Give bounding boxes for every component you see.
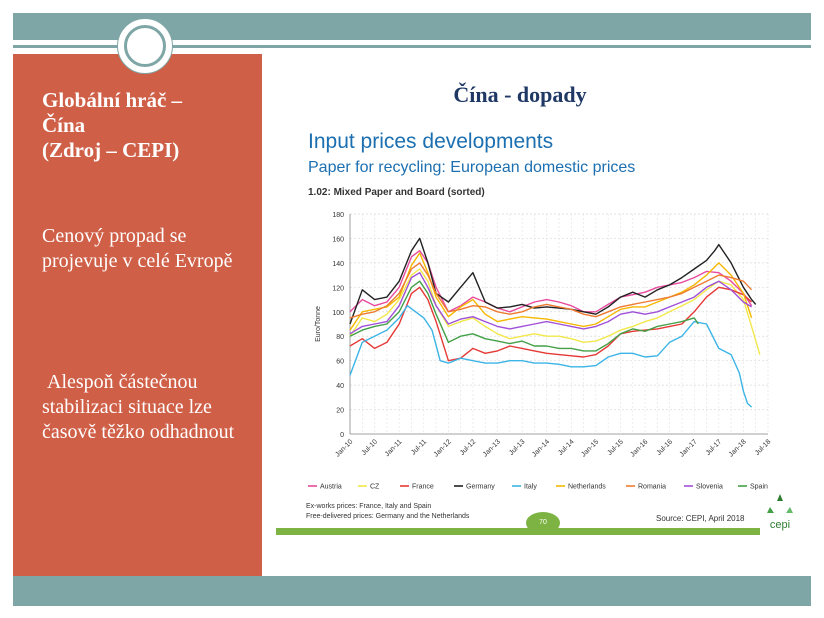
x-tick-label: Jul-15: [606, 438, 625, 457]
footnote-2: Free-delivered prices: Germany and the N…: [306, 513, 470, 520]
series-line-spain: [349, 280, 699, 352]
decor-circle: [117, 18, 173, 74]
y-tick-label: 20: [336, 408, 344, 415]
series-line-germany: [349, 237, 757, 325]
cepi-logo-triangle-top: [777, 494, 783, 501]
top-decor-line: [13, 45, 811, 48]
cepi-logo-triangle-left: [767, 507, 774, 513]
x-tick-label: Jan-18: [728, 438, 748, 458]
series-line-netherlands: [349, 252, 753, 331]
y-tick-label: 40: [336, 383, 344, 390]
figure-green-bar: [276, 528, 760, 535]
chart-title: 1.02: Mixed Paper and Board (sorted): [308, 187, 485, 198]
x-tick-label: Jul-16: [656, 438, 675, 457]
chart-figure: Input prices developments Paper for recy…: [276, 124, 793, 538]
line-chart: 0 20 40 60 80 100 120 140 160 180 Euro/Tonne Jan-10…: [308, 212, 773, 491]
y-axis-label: Euro/Tonne: [315, 306, 322, 342]
side-panel: [13, 54, 262, 576]
legend-label-germany: Germany: [466, 484, 495, 491]
series-line-slovenia: [349, 272, 752, 335]
figure-subheading: Paper for recycling: European domestic p…: [308, 159, 636, 176]
figure-heading: Input prices developments: [308, 130, 554, 153]
cepi-logo: cepi: [767, 494, 793, 531]
series-line-cz: [349, 268, 761, 355]
x-tick-label: Jul-10: [361, 438, 380, 457]
legend-label-romania: Romania: [638, 484, 666, 491]
x-tick-label: Jul-18: [754, 438, 773, 457]
side-text-1: Cenový propad se projevuje v celé Evropě: [42, 225, 233, 272]
x-tick-label: Jan-16: [629, 438, 649, 458]
y-tick-label: 160: [332, 236, 344, 243]
chart-footnotes: Ex-works prices: France, Italy and Spain…: [306, 502, 469, 522]
x-tick-label: Jul-11: [410, 438, 428, 456]
x-tick-label: Jul-14: [557, 438, 576, 457]
legend-label-netherlands: Netherlands: [568, 484, 606, 491]
y-tick-label: 0: [340, 432, 344, 439]
footnote-1: Ex-works prices: France, Italy and Spain: [306, 503, 432, 510]
x-tick-label: Jan-12: [433, 438, 453, 458]
legend-label-austria: Austria: [320, 484, 342, 491]
legend-label-slovenia: Slovenia: [696, 484, 723, 491]
x-tick-label: Jan-14: [531, 438, 551, 458]
legend-label-spain: Spain: [750, 484, 768, 491]
y-tick-label: 60: [336, 359, 344, 366]
figure-page-number: 70: [526, 512, 560, 534]
x-tick-label: Jul-12: [459, 438, 478, 457]
x-tick-label: Jul-13: [508, 438, 527, 457]
x-tick-label: Jan-10: [334, 438, 354, 458]
side-title: Globální hráč – Čína (Zdroj – CEPI): [42, 88, 183, 162]
y-tick-label: 140: [332, 261, 344, 268]
chart-source: Source: CEPI, April 2018: [656, 514, 745, 523]
y-tick-label: 80: [336, 334, 344, 341]
slide-title: Čína - dopady: [453, 82, 587, 107]
legend-label-italy: Italy: [524, 484, 537, 491]
bottom-decor-bar: [13, 576, 811, 606]
x-tick-label: Jul-17: [705, 438, 724, 457]
legend-label-france: France: [412, 484, 434, 491]
x-tick-label: Jan-17: [679, 438, 699, 458]
series-line-austria: [349, 250, 753, 313]
decor-circle-inner: [124, 25, 166, 67]
series-line-italy: [349, 305, 753, 408]
side-text-2: Alespoň částečnou stabilizaci situace lz…: [42, 371, 235, 443]
series-line-romania: [349, 262, 753, 319]
y-tick-label: 100: [332, 310, 344, 317]
legend-label-cz: CZ: [370, 484, 380, 491]
x-tick-label: Jan-11: [384, 438, 404, 458]
x-tick-label: Jan-15: [580, 438, 600, 458]
cepi-logo-triangle-right: [786, 507, 793, 513]
cepi-logo-text: cepi: [770, 519, 790, 531]
x-tick-label: Jan-13: [482, 438, 502, 458]
y-tick-label: 120: [332, 285, 344, 292]
y-tick-label: 180: [332, 212, 344, 219]
